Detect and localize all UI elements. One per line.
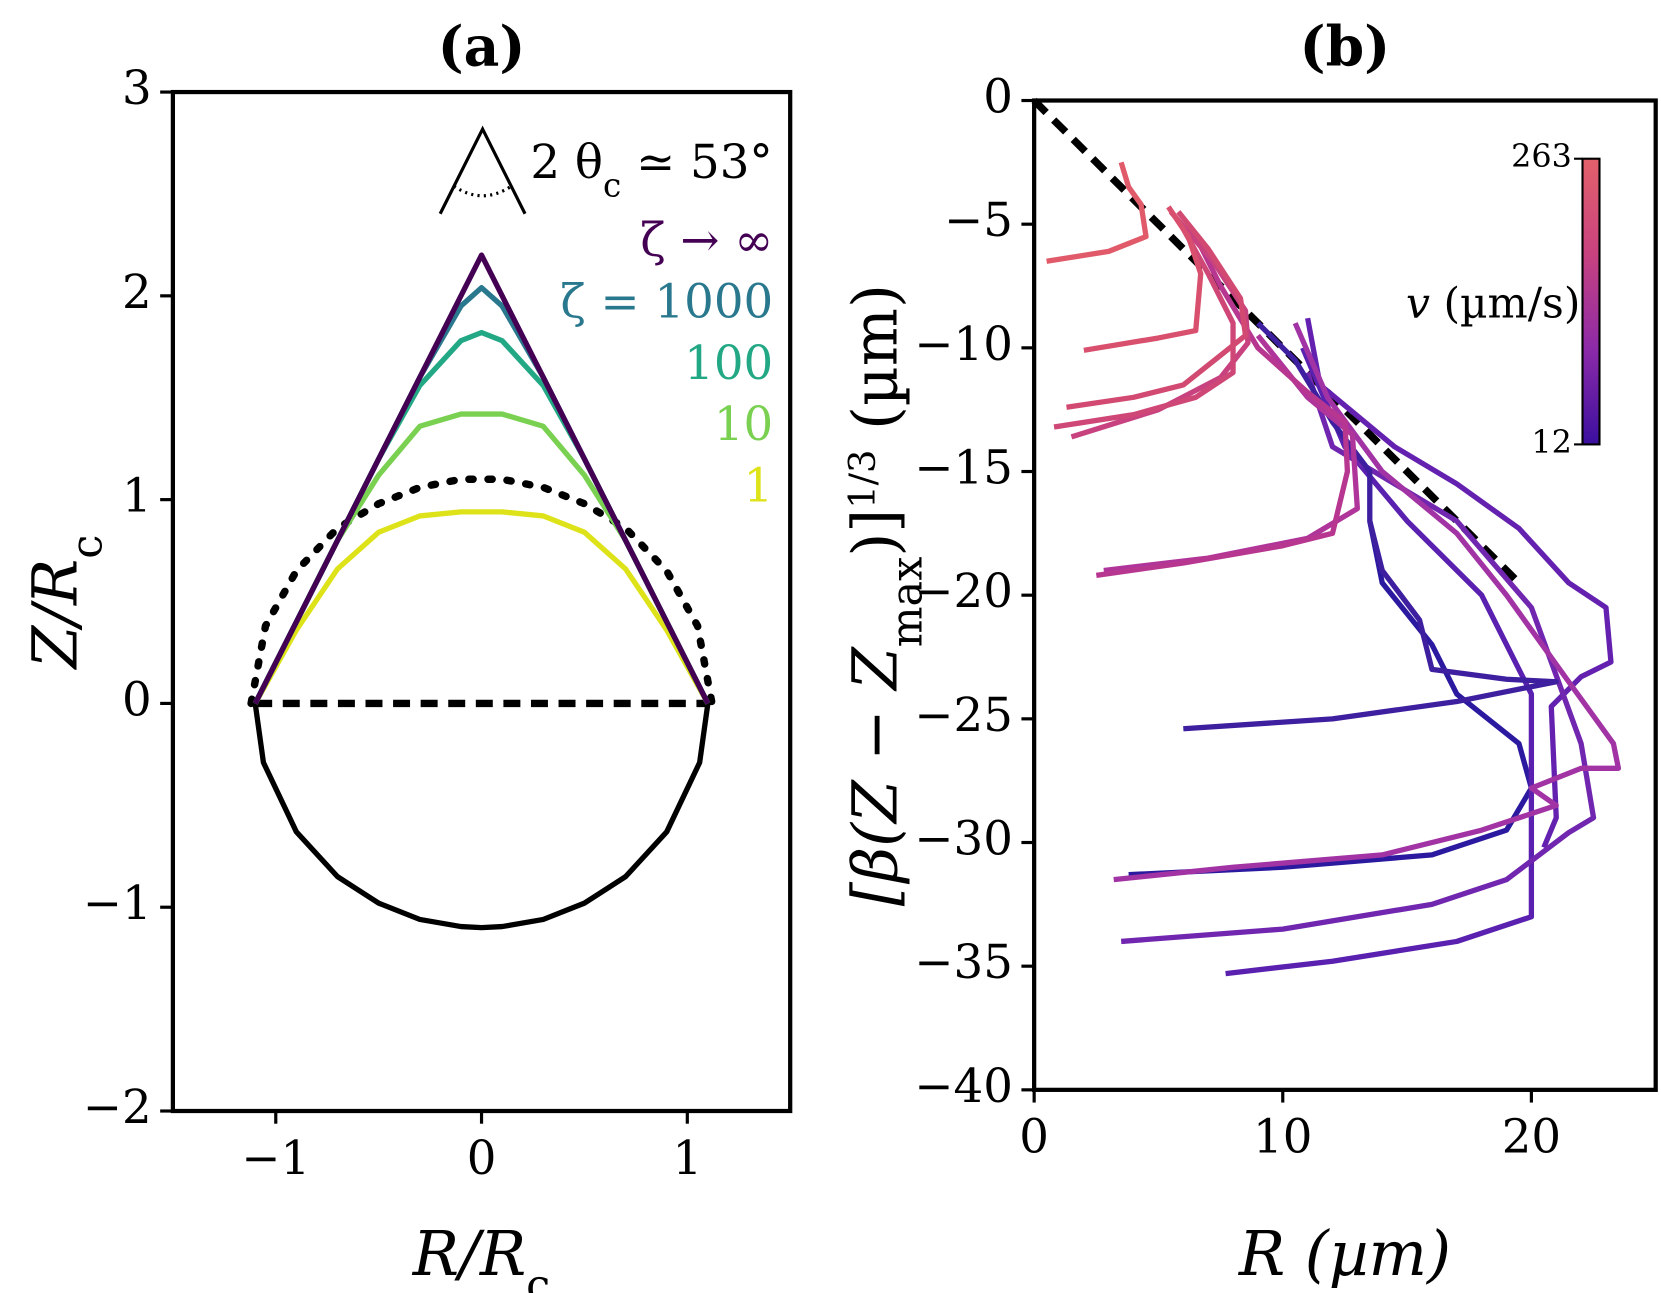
colorbar-tick-label: 263 [1511, 139, 1572, 175]
colorbar-label: v (µm/s) [1406, 278, 1580, 327]
x-tick-label: 0 [1019, 1110, 1049, 1164]
axes-frame [170, 89, 793, 1114]
x-tick-label: −1 [241, 1131, 310, 1185]
x-axis-label-part: c [526, 1261, 550, 1293]
colorbar-label-part: (µm/s) [1430, 278, 1580, 327]
y-tick-label: 0 [122, 672, 152, 726]
series-line [252, 252, 711, 705]
series-line [247, 475, 716, 708]
y-axis-label-part: max [882, 557, 932, 648]
y-axis-label-part: [β(Z − Z [840, 646, 911, 906]
y-tick-label: −30 [914, 812, 1012, 866]
legend-entry: ζ → ∞ [640, 213, 773, 267]
y-tick-label: 3 [122, 61, 152, 115]
y-tick-label: −35 [914, 935, 1012, 989]
y-axis-label-part: Z/R [20, 559, 91, 671]
y-tick-label: 2 [122, 265, 152, 319]
series-line [1225, 346, 1535, 977]
y-axis-label: Z/Rc [20, 535, 112, 671]
x-tick-label: 0 [467, 1131, 497, 1185]
panel-title: (a) [438, 14, 526, 79]
series-line [1113, 322, 1622, 883]
series-line [1095, 235, 1351, 579]
legend-entry: 10 [714, 397, 773, 451]
y-axis-label-part: c [62, 535, 112, 559]
annotation-part: ≃ 53° [621, 135, 772, 189]
y-tick-label: −40 [914, 1059, 1012, 1113]
y-tick-label: −5 [944, 193, 1013, 247]
y-tick-label: −25 [914, 688, 1012, 742]
angle-icon [438, 125, 527, 215]
series-line [1128, 520, 1535, 878]
y-axis-label-part: 1/3 [841, 450, 884, 509]
x-axis-label-part: R (µm) [1238, 1219, 1451, 1290]
y-tick-label: −20 [914, 564, 1012, 618]
series-line [1066, 210, 1249, 410]
legend-entry: 1 [744, 459, 774, 513]
y-tick-label: −1 [83, 876, 152, 930]
y-tick-label: −10 [914, 317, 1012, 371]
plot-area [1031, 97, 1622, 977]
series-line [1183, 321, 1559, 732]
panel-title: (b) [1300, 14, 1391, 79]
series-line [252, 509, 711, 705]
series-line [1046, 161, 1149, 264]
y-tick-label: −15 [914, 441, 1012, 495]
colorbar-label-part: v [1406, 278, 1430, 327]
series-line [252, 411, 711, 705]
legend-entry: 100 [684, 336, 773, 390]
series-line [1053, 227, 1236, 430]
y-axis-label-part: )] [840, 509, 911, 557]
series-line [252, 329, 711, 705]
annotation: 2 θc ≃ 53° [530, 135, 772, 205]
series-line [1305, 317, 1614, 849]
y-tick-label: 0 [983, 70, 1013, 124]
x-tick-label: 20 [1502, 1110, 1561, 1164]
x-axis-label-part: R/R [412, 1219, 526, 1290]
legend-entry: ζ = 1000 [560, 274, 773, 328]
series-line [252, 285, 711, 705]
x-tick-label: 10 [1253, 1110, 1312, 1164]
plot-area [247, 252, 716, 931]
axes-frame [1032, 98, 1658, 1092]
y-tick-label: −2 [83, 1080, 152, 1134]
colorbar [1581, 157, 1601, 446]
annotation-part: c [603, 167, 621, 205]
x-axis-label: R (µm) [1238, 1219, 1451, 1290]
x-axis-label: R/Rc [412, 1219, 550, 1293]
annotation-part: 2 θ [530, 135, 603, 189]
y-axis-label-part: (µm) [840, 284, 911, 449]
series-line [252, 703, 711, 931]
x-tick-label: 1 [672, 1131, 702, 1185]
series-line [1083, 205, 1204, 353]
y-axis-label: [β(Z − Zmax)]1/3 (µm) [840, 284, 932, 906]
y-tick-label: 1 [122, 469, 152, 523]
colorbar-tick-label: 12 [1531, 425, 1571, 461]
